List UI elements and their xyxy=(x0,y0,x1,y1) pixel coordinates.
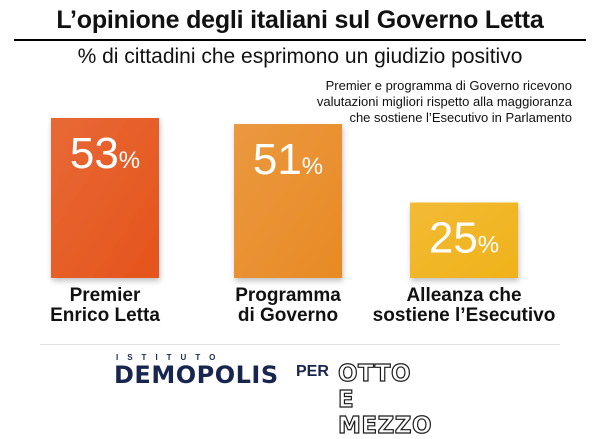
category-label: Alleanza che sostiene l’Esecutivo xyxy=(369,286,559,326)
bar-1 xyxy=(51,118,159,278)
category-label-line: Premier xyxy=(69,285,141,306)
logo-istituto-text: ISTITUTO xyxy=(116,353,225,362)
chart-subtitle: % di cittadini che esprimono un giudizio… xyxy=(77,45,523,68)
annotation-line: che sostiene l’Esecutivo in Parlamento xyxy=(349,110,572,125)
logo-per-text: PER xyxy=(296,363,329,380)
bar-value-label: 53% xyxy=(70,129,140,178)
bar-2 xyxy=(234,124,342,278)
chart-title: L’opinione degli italiani sul Governo Le… xyxy=(56,6,544,34)
category-label-line: di Governo xyxy=(237,305,339,326)
annotation-line: valutazioni migliori rispetto alla maggi… xyxy=(316,94,572,109)
bar-chart: 53% 51% 25% xyxy=(51,118,518,278)
annotation-line: Premier e programma di Governo ricevono xyxy=(325,78,572,93)
category-label-line: Alleanza che xyxy=(406,285,522,306)
title-divider xyxy=(14,39,586,41)
category-label: Programma di Governo xyxy=(193,286,383,326)
category-label-line: Enrico Letta xyxy=(50,305,160,326)
bar-value-label: 51% xyxy=(253,135,323,184)
category-label: Premier Enrico Letta xyxy=(10,286,200,326)
annotation-note: Premier e programma di Governo ricevono … xyxy=(272,78,572,126)
logo-ottoemezzo-text: OTTO E MEZZO xyxy=(337,360,433,439)
bar-3 xyxy=(410,202,518,278)
category-label-line: Programma xyxy=(235,285,341,306)
footer-divider xyxy=(40,344,560,345)
bar-value-label: 25% xyxy=(429,214,499,263)
category-label-line: sostiene l’Esecutivo xyxy=(372,305,556,326)
logo-demopolis-text: DEMOPOLIS xyxy=(114,361,279,389)
